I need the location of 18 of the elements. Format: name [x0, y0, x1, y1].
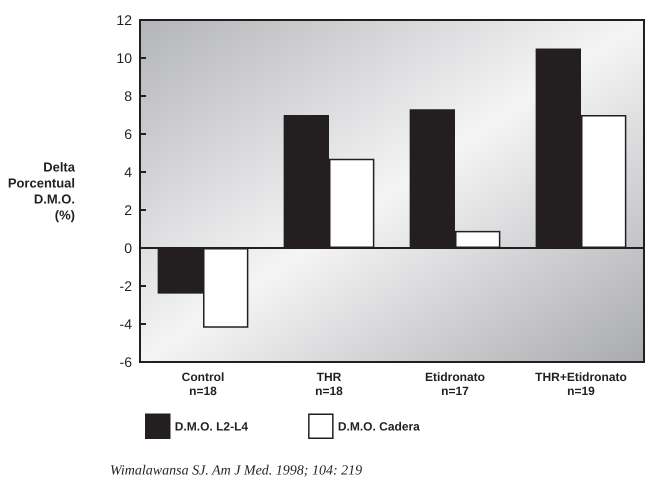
y-tick-label: 6 [124, 126, 132, 142]
y-tick-label: 10 [116, 50, 132, 66]
y-tick-label: 4 [124, 164, 132, 180]
y-tick-label: 0 [124, 240, 132, 256]
x-tick-label: Etidronato n=17 [425, 370, 485, 398]
legend-label: D.M.O. Cadera [338, 419, 420, 434]
x-tick-label: THR n=18 [315, 370, 344, 398]
legend-label: D.M.O. L2-L4 [174, 419, 248, 434]
y-tick-label: 12 [116, 12, 132, 28]
y-tick-label: 2 [124, 202, 132, 218]
y-tick-label: -2 [120, 278, 132, 294]
y-tick-label: 8 [124, 88, 132, 104]
y-axis-title: Delta Porcentual D.M.O. (%) [8, 160, 76, 222]
x-tick-label: THR+Etidronato n=19 [535, 370, 627, 398]
x-tick-label: Control n=18 [182, 370, 224, 398]
text: Wimalawansa SJ. Am J Med. 1998; 104: 219 [110, 464, 362, 478]
y-tick-label: -6 [120, 354, 132, 370]
y-tick-label: -4 [120, 316, 132, 332]
